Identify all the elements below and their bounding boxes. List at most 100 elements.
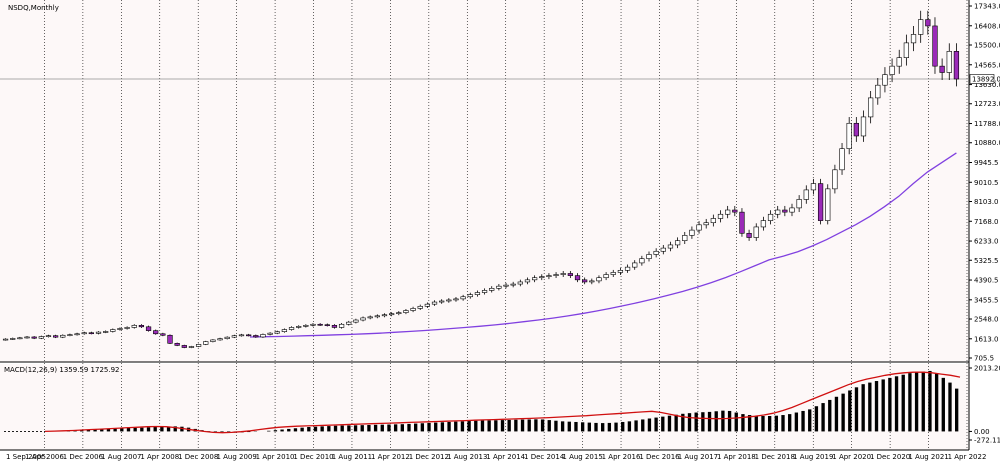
- y-tick-label: 3455.5: [974, 296, 999, 304]
- candle: [946, 43, 952, 81]
- x-tick-label: 1 Dec 2006: [63, 453, 104, 461]
- candle: [453, 297, 459, 302]
- candle: [517, 279, 523, 287]
- candle-body: [410, 308, 416, 311]
- candle: [310, 323, 316, 327]
- candle-body: [539, 276, 545, 279]
- candle-body: [317, 323, 323, 326]
- candle-body: [624, 266, 631, 271]
- y-tick-label: 14565.0: [974, 61, 1000, 69]
- macd-y-tick-label: 0.00: [974, 428, 990, 436]
- candle: [703, 218, 709, 229]
- candle-body: [153, 330, 159, 335]
- candle-body: [117, 328, 123, 330]
- candle: [639, 255, 645, 266]
- x-tick-label: 1 Aug 2021: [908, 453, 948, 461]
- candle: [460, 294, 466, 301]
- x-tick-label: 1 Apr 2012: [371, 453, 410, 461]
- candle: [253, 334, 259, 338]
- candle-body: [875, 84, 881, 99]
- x-tick-label: 1 Dec 2008: [178, 453, 218, 461]
- x-tick-label: 1 Apr 2006: [25, 453, 64, 461]
- candle-body: [396, 312, 402, 314]
- candle: [717, 210, 724, 223]
- x-tick-label: 1 Aug 2007: [101, 453, 141, 461]
- candle-body: [803, 189, 809, 200]
- candle-body: [195, 344, 202, 347]
- candle: [281, 328, 288, 333]
- candle-body: [353, 319, 359, 323]
- candle: [181, 344, 187, 349]
- candle-body: [274, 331, 280, 334]
- candle: [31, 336, 37, 340]
- candle: [803, 185, 809, 204]
- candle-body: [560, 273, 566, 275]
- candle: [782, 205, 788, 217]
- candle-body: [2, 338, 9, 341]
- candle-body: [689, 229, 695, 236]
- candle: [646, 251, 652, 262]
- candle: [939, 58, 945, 81]
- x-tick-label: 1 Aug 2011: [332, 453, 372, 461]
- candle: [596, 275, 602, 284]
- candle: [689, 226, 695, 239]
- candle-body: [188, 346, 195, 348]
- candle-body: [910, 34, 917, 44]
- candle: [389, 312, 395, 317]
- candle-body: [38, 336, 44, 339]
- candle-body: [553, 274, 559, 276]
- candle: [667, 241, 674, 252]
- candle: [567, 271, 573, 279]
- y-tick-label: 6233.0: [974, 238, 999, 246]
- candle: [331, 324, 338, 329]
- candles: [2, 10, 960, 349]
- candle: [739, 208, 745, 237]
- candle-body: [732, 209, 738, 213]
- candle-body: [782, 209, 788, 213]
- candle: [574, 273, 581, 283]
- candle-body: [74, 333, 80, 336]
- candle: [624, 264, 631, 273]
- candle: [825, 184, 831, 225]
- candle-body: [103, 331, 109, 333]
- candle-body: [860, 116, 867, 137]
- candle: [217, 337, 223, 341]
- candle: [338, 323, 345, 329]
- x-tick-label: 1 Apr 2016: [602, 453, 641, 461]
- candle-body: [160, 333, 166, 336]
- candle: [38, 335, 44, 340]
- candle: [74, 332, 80, 336]
- candle: [174, 342, 180, 347]
- candle: [24, 336, 30, 339]
- candle: [224, 336, 230, 340]
- candle-body: [24, 336, 30, 339]
- candle-body: [810, 183, 817, 191]
- candle: [696, 221, 702, 234]
- candle-body: [646, 254, 652, 259]
- candle-body: [260, 334, 266, 338]
- candle-body: [939, 65, 945, 73]
- y-tick-label: 16408.0: [974, 22, 1000, 30]
- candle-body: [288, 327, 295, 330]
- candle-body: [246, 334, 252, 337]
- candle-body: [746, 232, 752, 238]
- x-tick-label: 1 Apr 2010: [256, 453, 295, 461]
- candle-body: [703, 222, 709, 226]
- candle-body: [303, 325, 309, 327]
- y-tick-label: 9010.5: [974, 179, 999, 187]
- x-tick-label: 1 Dec 2020: [870, 453, 910, 461]
- y-tick-label: 8103.0: [974, 198, 999, 206]
- y-tick-label: 1613.0: [974, 335, 999, 343]
- candle: [288, 326, 295, 331]
- candle: [439, 299, 445, 304]
- main-title: NSDQ,Monthly: [8, 4, 59, 12]
- candle-body: [603, 274, 609, 279]
- candle-body: [889, 65, 895, 75]
- candle: [875, 77, 881, 105]
- candle-body: [789, 207, 795, 213]
- candle-body: [417, 305, 423, 309]
- candle-body: [467, 294, 473, 298]
- candle: [396, 311, 402, 316]
- x-tick-label: 1 Dec 2016: [639, 453, 680, 461]
